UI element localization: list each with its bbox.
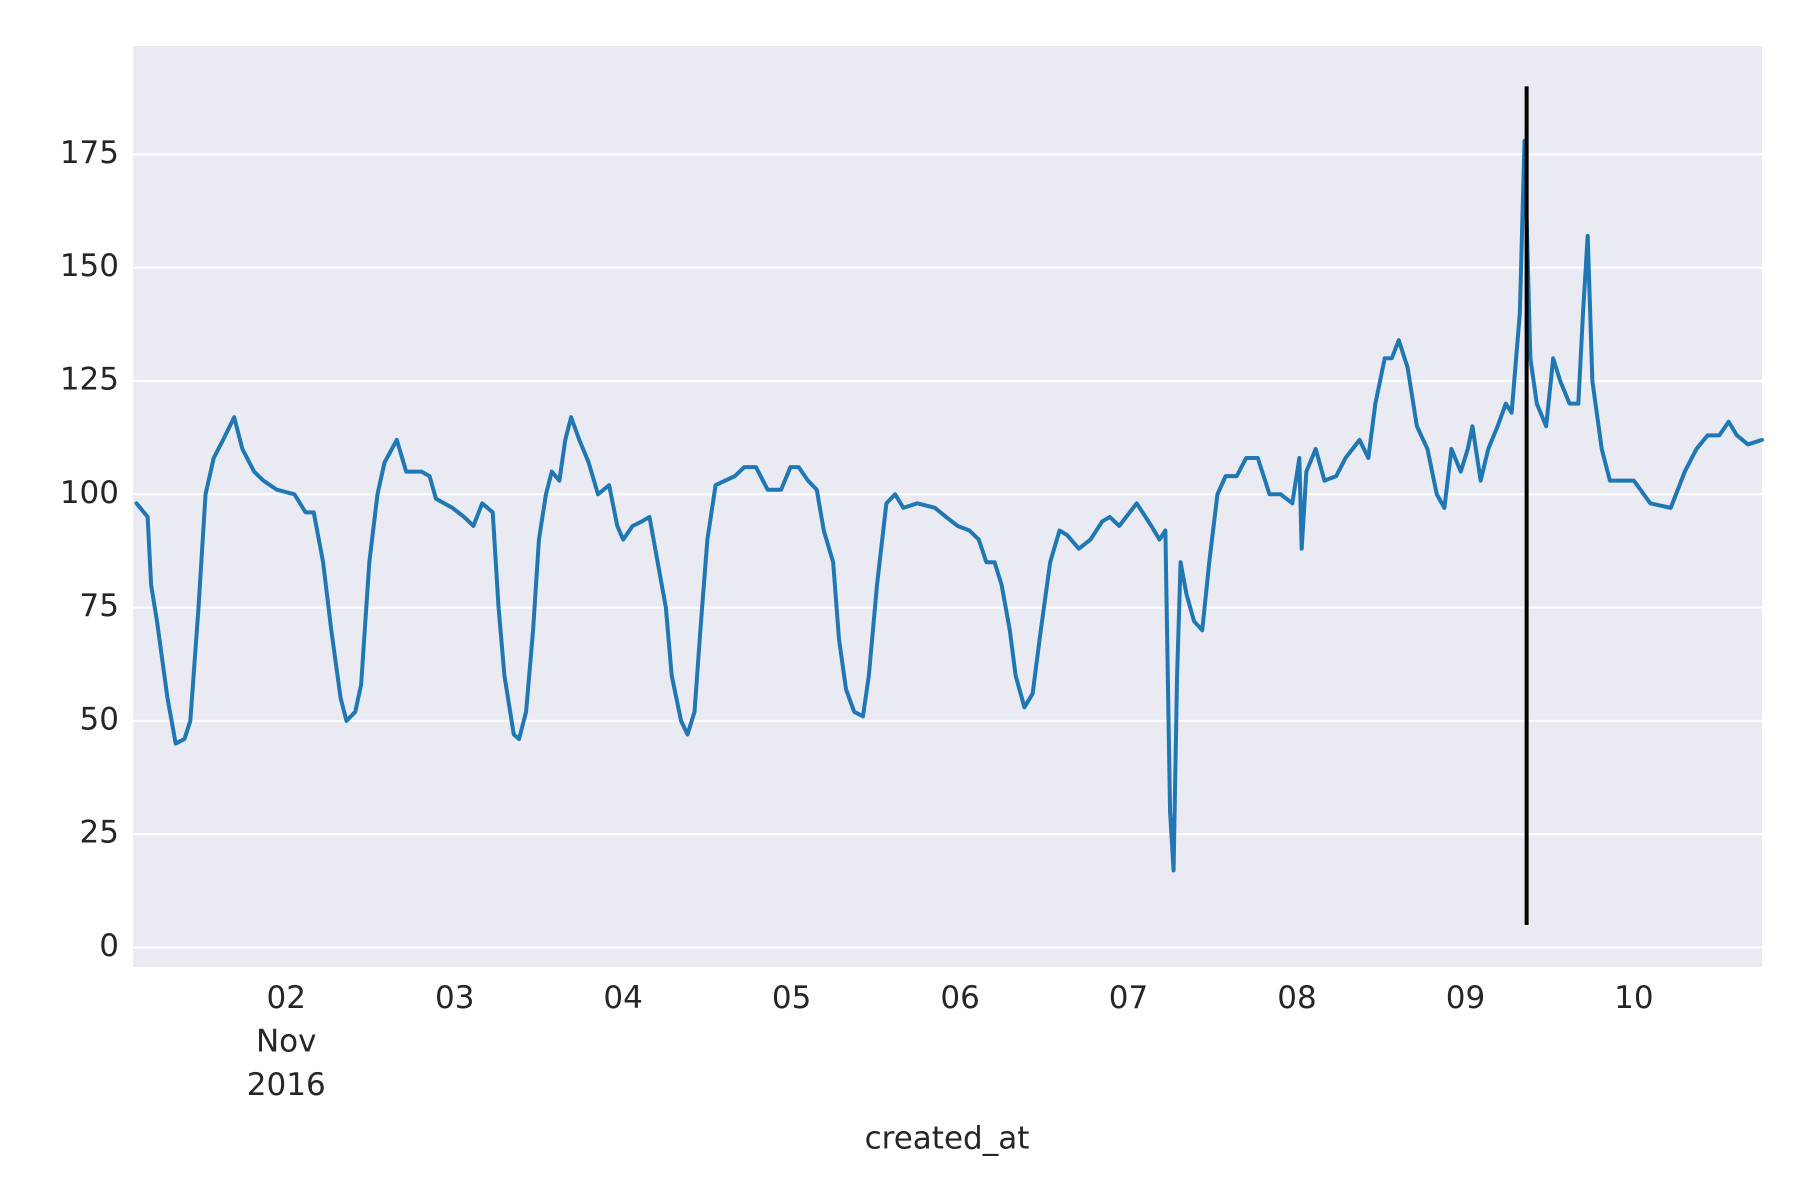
- y-tick-label: 75: [80, 588, 119, 624]
- x-tick-label: 08: [1277, 980, 1316, 1016]
- y-tick-label: 0: [99, 928, 119, 964]
- x-tick-label: 07: [1109, 980, 1148, 1016]
- x-tick-label: 09: [1446, 980, 1485, 1016]
- x-tick-label: 05: [772, 980, 811, 1016]
- x-tick-label: 02 Nov 2016: [247, 980, 326, 1103]
- y-tick-label: 100: [60, 475, 119, 511]
- data-line: [134, 138, 1764, 873]
- y-tick-label: 175: [60, 135, 119, 171]
- x-tick-label: 06: [940, 980, 979, 1016]
- x-tick-label: 04: [603, 980, 642, 1016]
- plot-background: [133, 46, 1762, 967]
- x-axis-label: created_at: [865, 1121, 1030, 1157]
- y-tick-label: 25: [80, 815, 119, 851]
- y-tick-label: 50: [80, 701, 119, 737]
- x-tick-label: 10: [1614, 980, 1653, 1016]
- y-tick-label: 150: [60, 248, 119, 284]
- x-tick-label: 03: [435, 980, 474, 1016]
- y-tick-label: 125: [60, 361, 119, 397]
